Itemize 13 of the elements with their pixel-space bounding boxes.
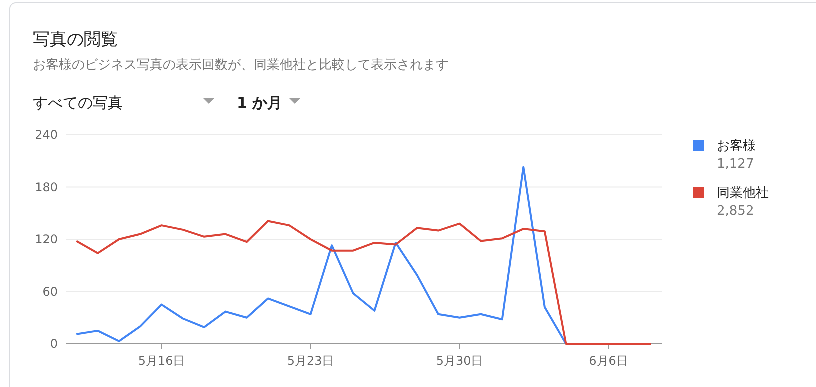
- x-tick-label: 5月30日: [436, 354, 484, 368]
- y-tick-label: 60: [42, 284, 58, 299]
- x-tick-label: 5月16日: [138, 354, 186, 368]
- x-tick-label: 5月23日: [287, 354, 334, 368]
- y-tick-label: 0: [50, 337, 58, 351]
- chart-subtitle: お客様のビジネス写真の表示回数が、同業他社と比較して表示されます: [33, 57, 449, 73]
- legend-label: お客様: [717, 138, 756, 154]
- y-tick-label: 180: [35, 180, 58, 194]
- chart-title: 写真の閲覧: [33, 30, 118, 50]
- y-tick-label: 120: [35, 232, 58, 246]
- legend-label: 同業他社: [717, 186, 769, 201]
- y-tick-label: 240: [35, 128, 58, 142]
- x-tick-label: 6月6日: [589, 354, 628, 368]
